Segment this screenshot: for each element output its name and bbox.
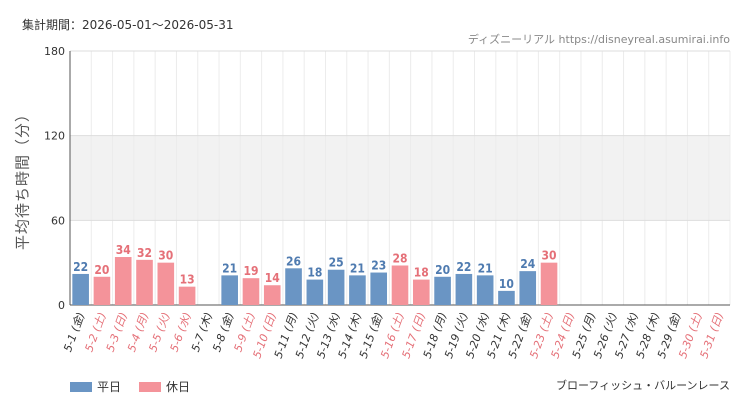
bar	[412, 279, 430, 305]
bar	[221, 275, 238, 305]
bar-value-label: 30	[542, 249, 557, 263]
bar-value-label: 10	[499, 277, 514, 291]
legend-swatch-holiday	[139, 381, 162, 392]
bar-value-label: 22	[456, 260, 471, 274]
bar	[178, 286, 196, 305]
bar	[327, 269, 345, 305]
y-tick-label: 120	[44, 130, 65, 143]
bar-value-label: 26	[286, 254, 301, 268]
y-tick-label: 180	[44, 45, 65, 58]
bar-value-label: 30	[158, 249, 173, 263]
bar	[72, 273, 89, 305]
bar-value-label: 24	[520, 257, 536, 271]
bar	[306, 279, 324, 305]
bar	[519, 271, 537, 305]
bar-value-label: 28	[392, 251, 407, 265]
bar	[114, 257, 132, 305]
legend-swatch-weekday	[70, 381, 92, 392]
y-tick-label: 60	[51, 214, 65, 227]
bar-value-label: 18	[414, 266, 429, 280]
y-tick-label: 0	[58, 299, 65, 312]
bar-value-label: 20	[94, 263, 109, 277]
bar	[242, 278, 260, 305]
bar	[391, 265, 409, 305]
bar-value-label: 21	[350, 261, 365, 275]
bar-value-label: 22	[73, 260, 88, 274]
grid-band	[70, 135, 730, 221]
bar	[285, 268, 302, 305]
source-credit: ディズニーリアル https://disneyreal.asumirai.inf…	[467, 33, 730, 46]
bar-value-label: 19	[243, 264, 258, 278]
bar	[434, 276, 451, 305]
bar-value-label: 25	[329, 256, 344, 270]
bar-value-label: 32	[137, 246, 152, 260]
bar	[498, 290, 515, 305]
bar	[136, 259, 153, 305]
bar	[455, 273, 473, 305]
legend-label-holiday: 休日	[166, 380, 191, 394]
bar-value-label: 34	[116, 243, 132, 257]
bar-value-label: 21	[222, 261, 237, 275]
legend-label-weekday: 平日	[97, 380, 122, 394]
bar	[370, 272, 388, 305]
attraction-name: ブローフィッシュ・バルーンレース	[555, 379, 730, 392]
bar	[476, 275, 494, 305]
bar-value-label: 13	[180, 273, 195, 287]
legend-item-weekday: 平日	[70, 378, 121, 395]
legend: 平日 休日	[70, 378, 190, 395]
bar-value-label: 14	[265, 271, 281, 285]
bar-value-label: 23	[371, 259, 386, 273]
bar-value-label: 18	[307, 266, 322, 280]
bar	[157, 262, 175, 305]
bar	[349, 275, 366, 305]
period-label: 集計期間：2026-05-01〜2026-05-31	[22, 18, 234, 32]
legend-item-holiday: 休日	[139, 378, 190, 395]
bar	[93, 276, 111, 305]
bar	[540, 262, 558, 305]
bar	[263, 285, 281, 305]
bar-value-label: 20	[435, 263, 450, 277]
bar-value-label: 21	[478, 261, 493, 275]
